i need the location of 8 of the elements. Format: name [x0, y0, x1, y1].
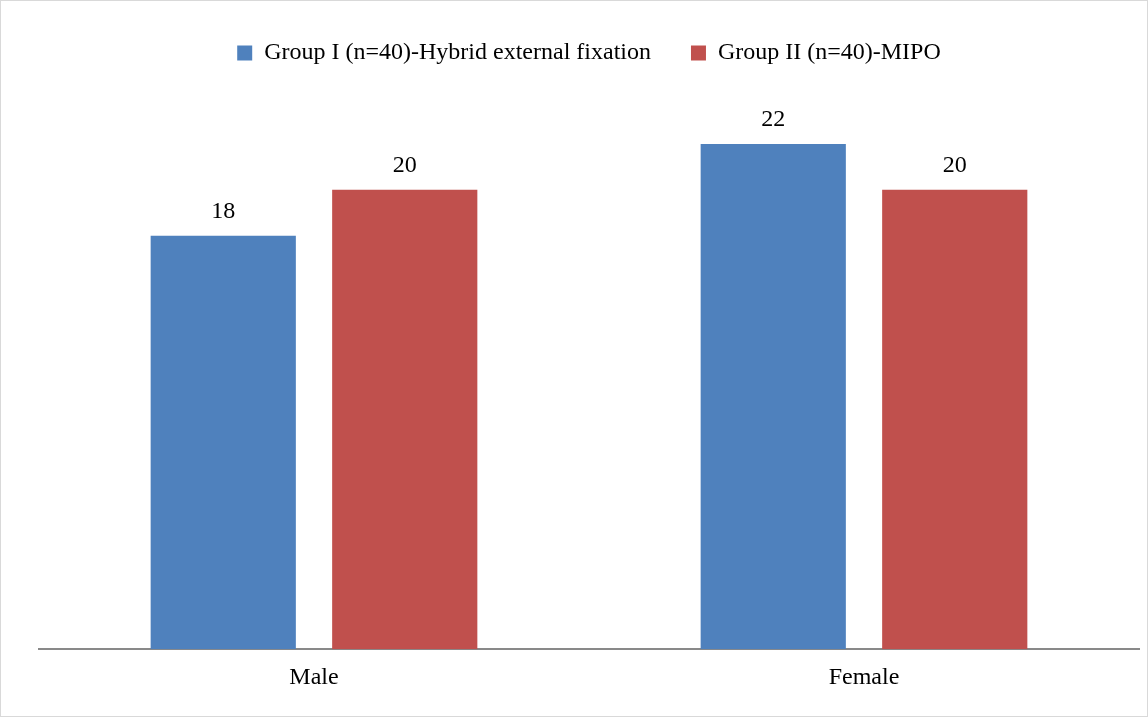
- data-label: 22: [761, 105, 786, 132]
- data-label: 20: [942, 151, 967, 178]
- x-tick-label: Female: [828, 662, 900, 689]
- data-label: 20: [392, 151, 417, 178]
- x-tick-label: Male: [289, 662, 339, 689]
- data-label: 18: [211, 197, 236, 224]
- legend-label: Group II (n=40)-MIPO: [717, 38, 941, 65]
- legend-label: Group I (n=40)-Hybrid external fixation: [264, 38, 651, 65]
